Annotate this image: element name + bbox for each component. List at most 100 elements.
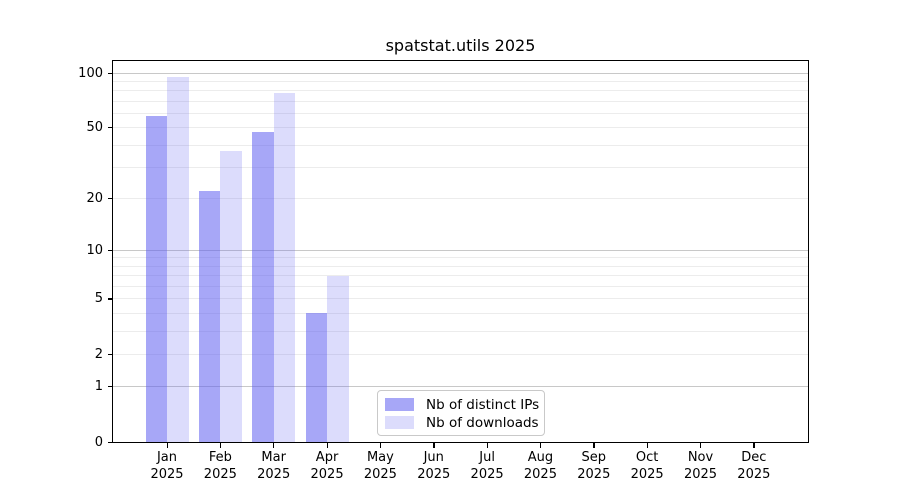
legend-swatch-downloads (385, 416, 414, 429)
minor-gridline (113, 166, 808, 168)
bar-downloads (273, 92, 296, 442)
x-tick-label: Nov 2025 (669, 449, 733, 483)
y-tick-mark (108, 441, 112, 443)
minor-gridline (113, 312, 808, 314)
major-gridline (113, 72, 808, 74)
year-label: 2025 (683, 467, 718, 482)
x-tick-label: Sep 2025 (562, 449, 626, 483)
year-label: 2025 (523, 467, 557, 482)
y-tick-mark (108, 298, 112, 300)
month-label: Jun (423, 450, 444, 465)
bar-distinct-ips (198, 191, 221, 442)
x-tick-mark (646, 443, 648, 448)
minor-gridline (113, 127, 808, 129)
year-label: 2025 (203, 467, 237, 482)
month-label: Jan (156, 450, 178, 465)
x-tick-label: Jul 2025 (455, 449, 519, 483)
x-tick-label: May 2025 (348, 449, 412, 483)
legend-swatch-distinct-ips (385, 398, 414, 411)
y-tick-label: 10 (86, 242, 103, 258)
month-label: Mar (261, 450, 286, 465)
minor-gridline (113, 330, 808, 332)
minor-gridline (113, 298, 808, 300)
x-tick-label: Apr 2025 (295, 449, 359, 483)
minor-gridline (113, 80, 808, 82)
bar-downloads (220, 151, 242, 442)
minor-gridline (113, 285, 808, 287)
minor-gridline (113, 257, 808, 259)
chart-title: spatstat.utils 2025 (385, 36, 536, 55)
bar-distinct-ips (305, 313, 328, 442)
x-tick-label: Oct 2025 (615, 449, 679, 483)
minor-gridline (113, 100, 808, 102)
y-tick-label: 1 (94, 379, 103, 395)
minor-gridline (113, 144, 808, 146)
y-tick-mark (108, 353, 112, 355)
x-tick-mark (379, 443, 382, 448)
minor-gridline (113, 90, 808, 92)
y-tick-label: 0 (94, 434, 103, 450)
y-tick-mark (108, 386, 112, 388)
x-tick-mark (539, 443, 542, 448)
x-tick-mark (700, 443, 702, 448)
bar-downloads (167, 77, 189, 442)
month-label: Apr (315, 450, 339, 465)
x-tick-label: Feb 2025 (188, 449, 252, 483)
y-tick-mark (108, 249, 112, 252)
y-tick-mark (108, 198, 112, 200)
major-gridline (113, 249, 808, 251)
year-label: 2025 (150, 467, 184, 482)
x-tick-mark (433, 443, 435, 448)
month-label: Aug (527, 450, 554, 465)
year-label: 2025 (577, 467, 611, 482)
x-tick-label: Jun 2025 (402, 449, 466, 483)
legend-label: Nb of distinct IPs (426, 396, 540, 413)
year-label: 2025 (310, 467, 344, 482)
month-label: Dec (741, 450, 767, 465)
legend-label: Nb of downloads (426, 414, 539, 431)
minor-gridline (113, 353, 808, 355)
y-tick-label: 2 (94, 346, 103, 362)
x-tick-mark (486, 443, 488, 448)
x-tick-mark (753, 443, 755, 448)
y-tick-label: 100 (78, 65, 103, 81)
x-tick-mark (326, 443, 328, 448)
month-label: May (366, 450, 394, 465)
major-gridline (113, 386, 808, 388)
y-tick-mark (108, 127, 112, 129)
year-label: 2025 (417, 467, 451, 482)
month-label: Jul (479, 450, 495, 465)
x-tick-label: Jan 2025 (135, 449, 199, 483)
legend: Nb of distinct IPs Nb of downloads (377, 390, 545, 436)
minor-gridline (113, 198, 808, 200)
minor-gridline (113, 265, 808, 267)
minor-gridline (113, 112, 808, 114)
year-label: 2025 (470, 467, 504, 482)
year-label: 2025 (630, 467, 664, 482)
month-label: Sep (581, 450, 607, 465)
minor-gridline (113, 275, 808, 277)
year-label: 2025 (363, 467, 397, 482)
x-tick-mark (273, 443, 275, 448)
bar-downloads (327, 275, 349, 442)
y-tick-label: 5 (94, 291, 103, 307)
y-tick-mark (108, 72, 112, 74)
month-label: Nov (687, 450, 714, 465)
month-label: Feb (208, 450, 232, 465)
month-label: Oct (635, 450, 659, 465)
y-tick-label: 50 (86, 120, 103, 136)
bar-distinct-ips (145, 115, 167, 442)
legend-item: Nb of distinct IPs (385, 396, 540, 413)
y-tick-label: 20 (86, 191, 103, 207)
year-label: 2025 (257, 467, 291, 482)
legend-item: Nb of downloads (385, 414, 539, 431)
x-tick-mark (166, 443, 168, 448)
x-tick-label: Mar 2025 (242, 449, 306, 483)
x-tick-mark (593, 443, 595, 448)
bar-distinct-ips (252, 132, 274, 442)
year-label: 2025 (737, 467, 771, 482)
plot-area: Nb of distinct IPs Nb of downloads 100 50 2… (78, 60, 809, 482)
x-tick-label: Dec 2025 (722, 449, 786, 483)
x-tick-mark (219, 443, 222, 448)
